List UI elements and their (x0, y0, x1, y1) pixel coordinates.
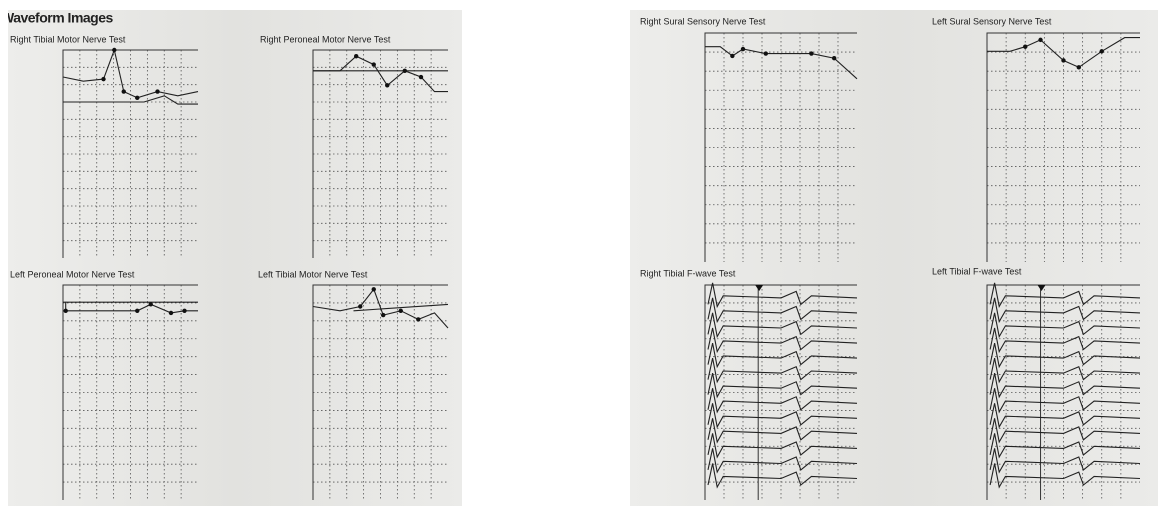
left-photo: Waveform Images Right Tibial Motor Nerve… (1, 10, 462, 506)
cursor-point (182, 309, 186, 313)
cursor-point (1023, 45, 1027, 49)
panel-title: Right Peroneal Motor Nerve Test (260, 34, 391, 44)
page: Waveform Images Right Tibial Motor Nerve… (0, 0, 1165, 506)
page-title: Waveform Images (1, 10, 114, 26)
cursor-point (372, 62, 376, 66)
cursor-point (399, 309, 403, 313)
cursor-point (1061, 58, 1065, 62)
cursor-point (741, 47, 745, 51)
cursor-point (101, 77, 105, 81)
cursor-point (149, 302, 153, 306)
panel-title: Right Tibial F-wave Test (640, 268, 736, 278)
panel-title: Left Sural Sensory Nerve Test (932, 16, 1052, 26)
cursor-point (419, 75, 423, 79)
cursor-point (1100, 49, 1104, 53)
cursor-point (1038, 38, 1042, 42)
cursor-point (135, 309, 139, 313)
cursor-point (169, 311, 173, 315)
cursor-point (403, 69, 407, 73)
panel-title: Left Peroneal Motor Nerve Test (10, 269, 135, 279)
cursor-point (764, 51, 768, 55)
right-photo: Right Sural Sensory Nerve Test Left Sural… (630, 10, 1158, 506)
cursor-point (730, 54, 734, 58)
cursor-point (385, 83, 389, 87)
cursor-point (381, 313, 385, 317)
cursor-point (416, 317, 420, 321)
cursor-point (135, 96, 139, 100)
panel-title: Left Tibial F-wave Test (932, 266, 1022, 276)
cursor-point (1077, 65, 1081, 69)
cursor-point (372, 287, 376, 291)
panel-title: Right Tibial Motor Nerve Test (10, 34, 126, 44)
cursor-point (358, 304, 362, 308)
cursor-point (809, 51, 813, 55)
cursor-point (354, 54, 358, 58)
cursor-point (63, 309, 67, 313)
cursor-point (122, 89, 126, 93)
cursor-point (155, 89, 159, 93)
panel-title: Left Tibial Motor Nerve Test (258, 269, 368, 279)
cursor-point (112, 48, 116, 52)
cursor-point (832, 56, 836, 60)
panel-title: Right Sural Sensory Nerve Test (640, 16, 766, 26)
